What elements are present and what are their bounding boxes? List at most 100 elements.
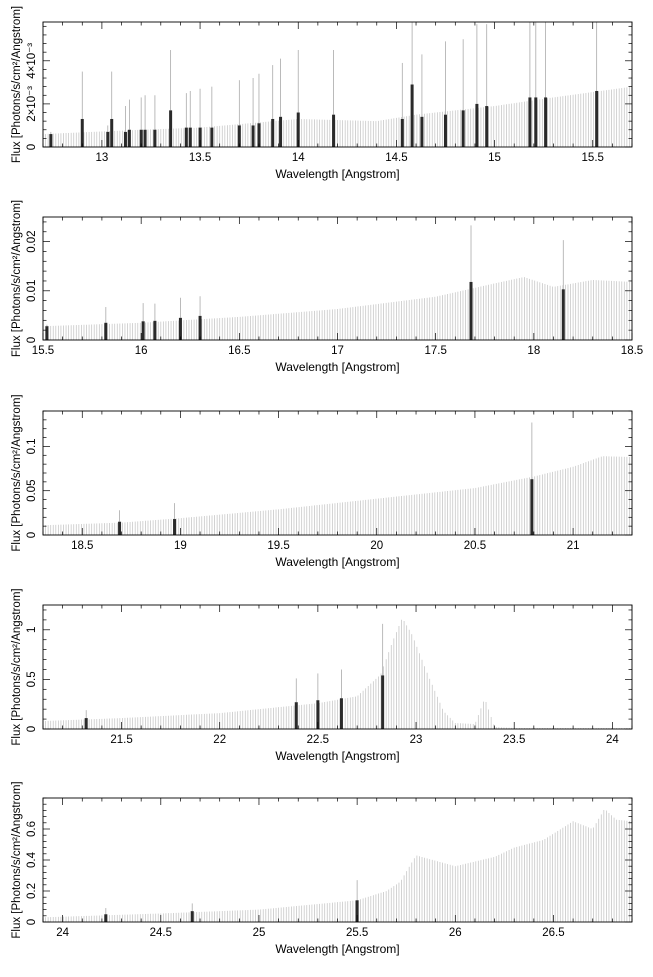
data-bar [169, 110, 173, 147]
y-tick-label: 0.5 [26, 671, 38, 687]
data-bar [106, 131, 110, 147]
y-tick-label: 2×10⁻³ [26, 86, 38, 122]
x-axis-label: Wavelength [Angstrom] [275, 167, 399, 181]
x-tick-label: 22.5 [307, 734, 329, 746]
data-bar [198, 315, 202, 340]
x-tick-label: 19 [174, 540, 187, 552]
data-bar [110, 118, 114, 147]
x-axis-label: Wavelength [Angstrom] [275, 942, 399, 956]
data-bar [139, 129, 143, 147]
data-bar [544, 97, 548, 147]
x-tick-label: 13.5 [189, 152, 211, 164]
x-tick-label: 19.5 [267, 540, 289, 552]
data-bar [534, 97, 538, 147]
data-bar [80, 118, 84, 147]
chart-panel-1: 13 13.5 14 14.5 15 15.5 0 2×10⁻³ 4×10⁻³ Wavelengt… [11, 6, 633, 181]
y-tick-label: 0.4 [26, 851, 38, 868]
chart-panel-4: 21.5 22 22.5 23 23.5 24 0 0.5 1 Wavelength [Angst… [11, 588, 633, 763]
y-tick-label: 0.2 [26, 883, 38, 899]
data-bar [469, 281, 473, 340]
data-bar [237, 125, 241, 147]
x-tick-label: 18.5 [71, 540, 93, 552]
x-tick-label: 21.5 [110, 734, 132, 746]
x-tick-label: 15.5 [582, 152, 604, 164]
x-tick-label: 20 [370, 540, 383, 552]
continuum-model [42, 810, 633, 922]
data-bar [210, 127, 214, 147]
data-bar [178, 317, 182, 340]
data-bar [127, 129, 131, 147]
data-bar [294, 702, 298, 729]
x-tick-label: 24 [606, 734, 619, 746]
continuum-model [42, 619, 633, 729]
x-tick-label: 15 [488, 152, 501, 164]
x-tick-label: 16.5 [228, 345, 250, 357]
y-tick-label: 0.01 [26, 280, 38, 302]
chart-panel-3: 18.5 19 19.5 20 20.5 21 0 0.05 0.1 Wavelength [An… [11, 394, 633, 569]
data-bar [296, 112, 300, 147]
data-bar [173, 519, 177, 535]
data-bar [443, 114, 447, 147]
y-tick-label: 0 [26, 919, 38, 925]
chart-panel-2: 15.5 16 16.5 17 17.5 18 18.5 0 0.01 0.02 Wavelengt… [11, 200, 643, 374]
data-bar [84, 718, 88, 729]
data-bar [279, 116, 283, 147]
data-bar [123, 131, 127, 147]
x-tick-label: 18.5 [621, 345, 643, 357]
x-tick-label: 23 [410, 734, 423, 746]
data-bar [381, 675, 385, 729]
y-tick-label: 1 [26, 627, 38, 633]
y-tick-label: 0 [26, 726, 38, 732]
data-bar [198, 127, 202, 147]
x-axis-label: Wavelength [Angstrom] [275, 360, 399, 374]
x-tick-label: 17 [331, 345, 344, 357]
x-tick-label: 14.5 [385, 152, 407, 164]
x-tick-label: 22 [213, 734, 226, 746]
y-tick-label: 0 [26, 144, 38, 150]
data-bar [141, 321, 145, 340]
data-bar [143, 129, 147, 147]
data-bar [271, 118, 275, 147]
chart-panel-5: 24 24.5 25 25.5 26 26.5 0 0.2 0.4 0.6 Wavelength [… [11, 781, 633, 956]
x-tick-label: 18 [527, 345, 540, 357]
y-tick-label: 0.1 [26, 438, 38, 454]
data-bar [49, 134, 53, 147]
x-tick-label: 25.5 [346, 927, 368, 939]
data-bar [332, 114, 336, 147]
x-tick-label: 20.5 [464, 540, 486, 552]
x-tick-label: 23.5 [503, 734, 525, 746]
y-tick-label: 0 [26, 337, 38, 343]
y-tick-label: 0 [26, 532, 38, 538]
data-bar [485, 106, 489, 147]
x-tick-label: 24 [56, 927, 69, 939]
data-bar [104, 322, 108, 340]
data-bar [104, 914, 108, 922]
data-bar [251, 125, 255, 147]
data-bar [595, 90, 599, 147]
data-bar [188, 127, 192, 147]
data-bar [339, 698, 343, 729]
data-bar [257, 123, 261, 147]
data-bar [153, 129, 157, 147]
x-axis-label: Wavelength [Angstrom] [275, 555, 399, 569]
data-bar [355, 900, 359, 922]
y-tick-label: 0.05 [26, 480, 38, 502]
data-bar [184, 127, 188, 147]
x-tick-label: 17.5 [424, 345, 446, 357]
y-tick-label: 0.02 [26, 230, 38, 252]
x-axis-label: Wavelength [Angstrom] [275, 749, 399, 763]
data-bar [400, 118, 404, 147]
y-axis-label: Flux [Photons/s/cm²/Angstrom] [11, 200, 23, 357]
data-bar [461, 110, 465, 147]
y-axis-label: Flux [Photons/s/cm²/Angstrom] [11, 394, 23, 551]
x-tick-label: 24.5 [150, 927, 172, 939]
y-axis-label: Flux [Photons/s/cm²/Angstrom] [11, 781, 23, 938]
x-tick-label: 26 [449, 927, 462, 939]
x-tick-label: 21 [567, 540, 580, 552]
data-bar [561, 289, 565, 340]
continuum-model [42, 456, 633, 535]
data-bar [530, 479, 534, 535]
data-bar [410, 84, 414, 147]
